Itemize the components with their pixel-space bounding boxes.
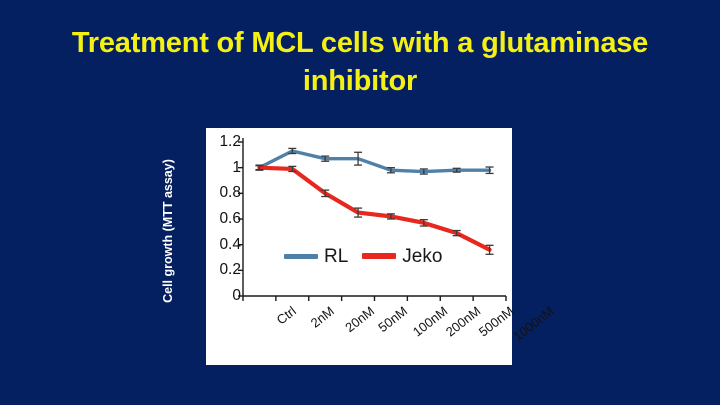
y-tick-label: 0.4 (219, 235, 241, 253)
y-axis-tick-labels: 0 0.2 0.4 0.6 0.8 1 1.2 (206, 128, 241, 365)
series-jeko (255, 165, 494, 255)
legend-swatch-jeko (362, 253, 397, 259)
chart-series-group (255, 147, 494, 255)
y-tick-label: 0 (232, 287, 241, 304)
x-tick-label: 1000nM (509, 303, 557, 344)
chart-axes (238, 138, 507, 301)
legend-label-jeko: Jeko (402, 245, 443, 267)
page-title: Treatment of MCL cells with a glutaminas… (71, 27, 649, 97)
legend-label-rl: RL (324, 245, 349, 267)
chart-plot-area (238, 138, 507, 301)
series-rl (255, 147, 494, 175)
y-tick-label: 0.8 (219, 184, 241, 202)
y-tick-label: 0.2 (219, 261, 241, 279)
chart-legend: RL Jeko (284, 245, 450, 267)
legend-swatch-rl (284, 253, 318, 259)
y-axis-title: Cell growth (MTT assay) (161, 159, 175, 303)
y-tick-label: 1.2 (219, 133, 241, 150)
y-tick-label: 0.6 (219, 210, 241, 227)
chart-figure: 0 0.2 0.4 0.6 0.8 1 1.2 Ctrl 2nM 20nM 50nM 100nM 20… (206, 128, 556, 365)
y-tick-label: 1 (232, 158, 241, 176)
